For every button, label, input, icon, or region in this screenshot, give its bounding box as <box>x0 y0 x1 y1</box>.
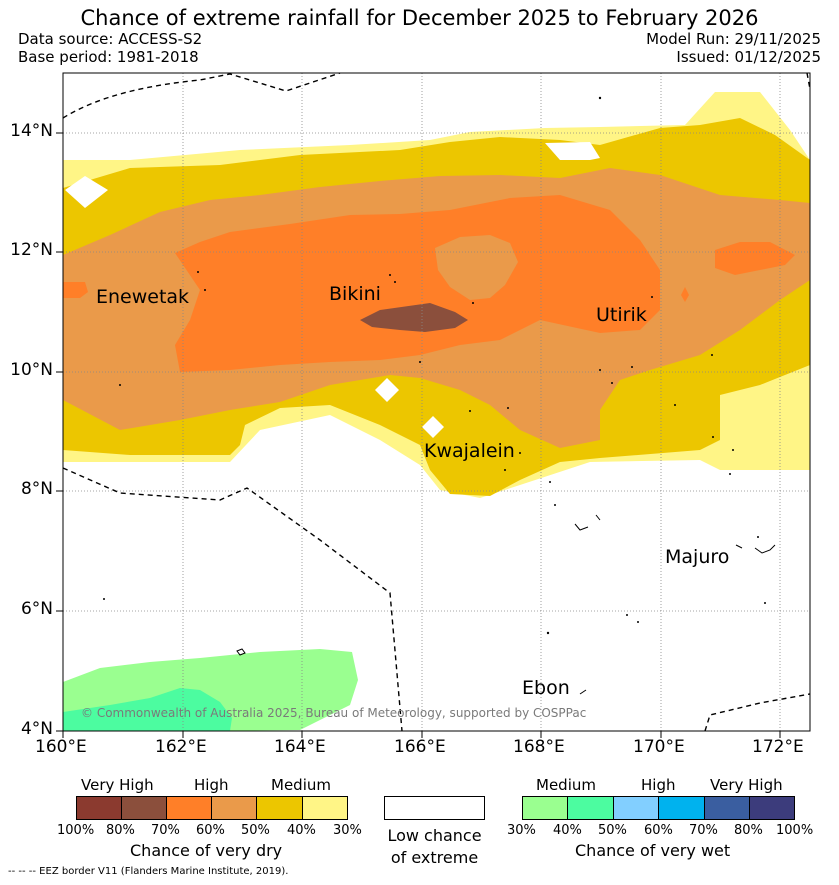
dry-pct: 50% <box>241 823 270 838</box>
lat-label: 14°N <box>10 121 53 141</box>
lon-label: 172°E <box>752 737 804 757</box>
dry-swatch-80 <box>76 796 122 820</box>
map-title: Chance of extreme rainfall for December … <box>80 6 759 30</box>
low-chance-label: Low chance <box>387 826 482 845</box>
dry-swatch-60 <box>166 796 212 820</box>
dry-pct: 70% <box>151 823 180 838</box>
dry-60-region <box>175 195 660 372</box>
dry-swatch-30 <box>302 796 348 820</box>
wet-swatch-50 <box>613 796 659 820</box>
dry-60-region-west <box>63 282 88 298</box>
place-enewetak: Enewetak <box>96 286 190 308</box>
dry-legend-header: High <box>194 776 229 794</box>
dry-swatch-40 <box>256 796 303 820</box>
issued-date: Issued: 01/12/2025 <box>676 48 821 66</box>
low-chance-hole <box>65 176 108 208</box>
lat-label: 12°N <box>10 240 53 260</box>
wet-swatch-80 <box>749 796 795 820</box>
wet-legend-title: Chance of very wet <box>575 841 731 860</box>
lon-label: 162°E <box>155 737 207 757</box>
place-bikini: Bikini <box>329 283 381 305</box>
dry-70-region <box>360 303 468 332</box>
low-chance-label: of extreme <box>390 848 479 867</box>
dry-pct: 60% <box>196 823 225 838</box>
wet-pct: 70% <box>689 823 718 838</box>
wet-swatch-60 <box>658 796 705 820</box>
low-chance-hole <box>422 416 444 438</box>
wet-swatch-40 <box>567 796 614 820</box>
dry-60-region-east <box>715 242 795 275</box>
low-chance-swatch <box>384 796 485 820</box>
wet-pct: 60% <box>644 823 673 838</box>
copyright-notice: © Commonwealth of Australia 2025, Bureau… <box>81 706 587 720</box>
dry-50-inner <box>435 235 518 300</box>
tick-marks <box>56 132 781 738</box>
wet-pct: 30% <box>507 823 536 838</box>
dry-pct: 30% <box>333 823 362 838</box>
model-run: Model Run: 29/11/2025 <box>646 30 821 48</box>
lat-label: 4°N <box>20 719 53 739</box>
dry-legend-header: Medium <box>271 776 331 794</box>
place-kwajalein: Kwajalein <box>424 440 515 462</box>
dry-legend-title: Chance of very dry <box>130 841 283 860</box>
map-frame <box>62 72 811 732</box>
wet-pct: 80% <box>734 823 763 838</box>
lon-label: 160°E <box>35 737 87 757</box>
low-chance-hole <box>545 142 600 160</box>
place-ebon: Ebon <box>522 677 570 699</box>
rainfall-map <box>56 72 811 738</box>
lat-label: 10°N <box>10 360 53 380</box>
dry-swatch-50 <box>211 796 257 820</box>
dry-60-dot <box>681 287 689 302</box>
wet-pct: 50% <box>598 823 627 838</box>
eez-legend-note: -- -- -- EEZ border V11 (Flanders Marine… <box>8 866 289 877</box>
dry-pct: 80% <box>106 823 135 838</box>
data-source: Data source: ACCESS-S2 <box>18 30 203 48</box>
lon-label: 164°E <box>274 737 326 757</box>
dry-swatch-70 <box>121 796 167 820</box>
wet-legend-header: Very High <box>710 776 783 794</box>
low-chance-hole <box>375 378 399 402</box>
lat-label: 8°N <box>20 479 53 499</box>
wet-40-region <box>63 688 232 731</box>
lon-label: 166°E <box>394 737 446 757</box>
lon-label: 170°E <box>633 737 685 757</box>
dry-pct: 40% <box>287 823 316 838</box>
wet-pct: 40% <box>553 823 582 838</box>
wet-legend-header: High <box>641 776 676 794</box>
wet-legend-header: Medium <box>536 776 596 794</box>
atoll-outlines <box>236 514 776 695</box>
dry-pct: 100% <box>57 823 95 838</box>
lon-label: 168°E <box>513 737 565 757</box>
wet-pct: 100% <box>776 823 814 838</box>
place-majuro: Majuro <box>665 546 730 568</box>
place-utirik: Utirik <box>596 304 647 326</box>
island-specks <box>103 96 766 635</box>
dry-legend-header: Very High <box>81 776 154 794</box>
lat-label: 6°N <box>20 599 53 619</box>
wet-swatch-70 <box>704 796 750 820</box>
base-period: Base period: 1981-2018 <box>18 48 199 66</box>
wet-swatch-30 <box>522 796 568 820</box>
